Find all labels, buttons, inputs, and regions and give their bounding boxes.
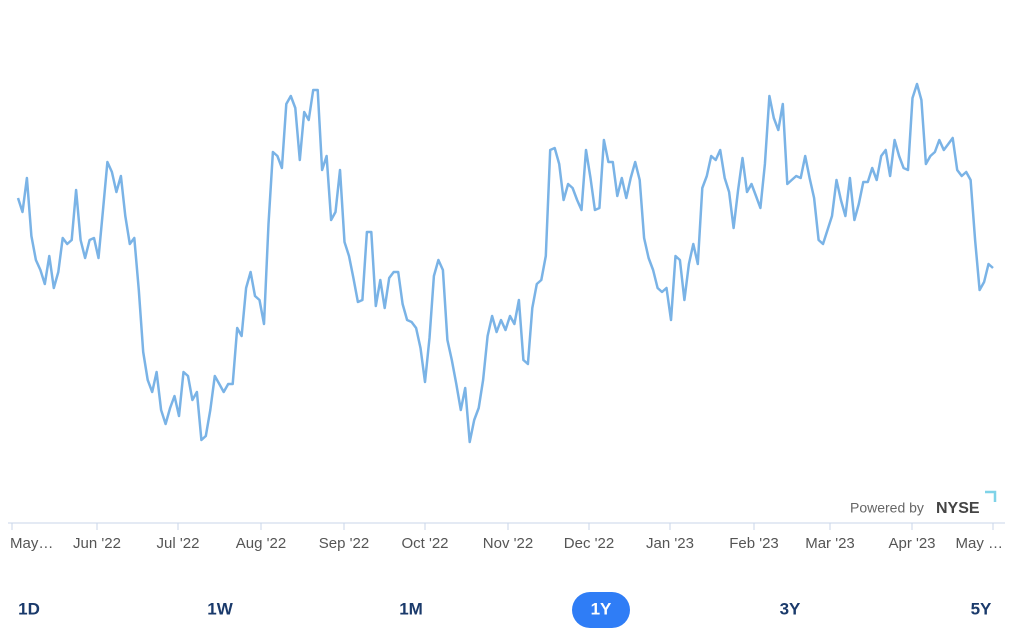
price-line	[16, 82, 994, 444]
range-button[interactable]: 3Y	[780, 599, 801, 618]
range-button[interactable]: 1D	[18, 599, 40, 618]
x-tick-label: Apr '23	[888, 535, 935, 552]
x-tick-label: Jun '22	[73, 535, 121, 552]
x-tick-label: Dec '22	[564, 535, 614, 552]
x-tick-label: Aug '22	[236, 535, 286, 552]
x-tick-label: Feb '23	[729, 535, 779, 552]
attribution-brand: NYSE	[936, 500, 980, 517]
brand-logo-mark	[985, 490, 997, 502]
x-tick-label: May…	[10, 535, 53, 552]
range-button[interactable]: 5Y	[971, 599, 992, 618]
x-tick-label: Sep '22	[319, 535, 369, 552]
range-button[interactable]: 1W	[207, 599, 233, 618]
x-tick-label: Oct '22	[401, 535, 448, 552]
x-tick-label: Mar '23	[805, 535, 855, 552]
range-button[interactable]: 1Y	[591, 599, 612, 618]
x-tick-label: May …	[955, 535, 1003, 552]
x-tick-label: Jul '22	[157, 535, 200, 552]
attribution-prefix: Powered by	[850, 500, 924, 516]
range-button-active[interactable]	[572, 592, 630, 628]
range-button[interactable]: 1M	[399, 599, 423, 618]
x-tick-label: Jan '23	[646, 535, 694, 552]
x-tick-label: Nov '22	[483, 535, 533, 552]
